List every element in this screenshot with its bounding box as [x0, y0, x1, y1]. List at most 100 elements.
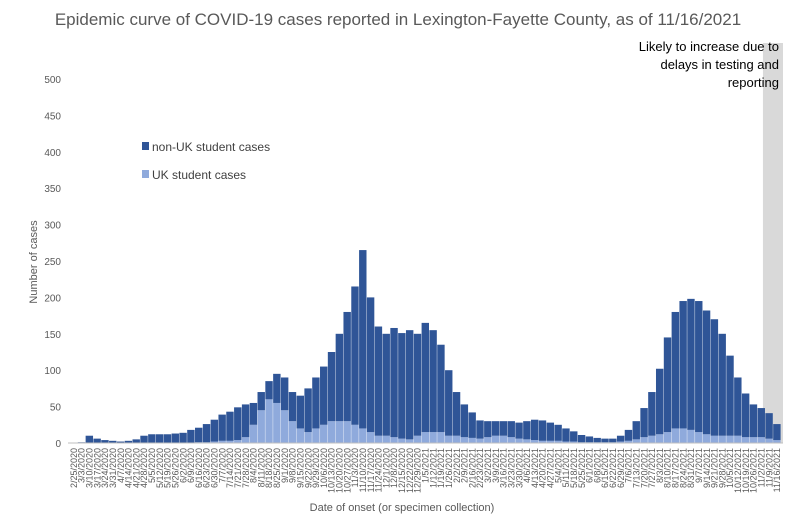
- x-tick-label: 1/26/2021: [444, 448, 454, 488]
- bar-uk-student: [429, 432, 437, 443]
- x-tick-label: 5/5/2020: [147, 448, 157, 483]
- x-tick-label: 8/31/2021: [686, 448, 696, 488]
- bar-uk-student: [234, 440, 242, 443]
- x-tick-label: 3/30/2021: [514, 448, 524, 488]
- bar-non-uk-student: [296, 395, 304, 429]
- bar-non-uk-student: [562, 428, 570, 442]
- bar-non-uk-student: [390, 327, 398, 438]
- x-tick-label: 5/4/2021: [553, 448, 563, 483]
- bar-non-uk-student: [343, 311, 351, 422]
- x-tick-label: 4/13/2021: [530, 448, 540, 488]
- x-tick-label: 5/25/2021: [577, 448, 587, 488]
- bar-non-uk-student: [523, 421, 531, 440]
- bar-uk-student: [241, 437, 250, 443]
- y-tick-label: 200: [44, 293, 61, 304]
- x-tick-label: 3/17/2020: [92, 448, 102, 488]
- legend-label-uk: UK student cases: [152, 168, 246, 182]
- bar-uk-student: [624, 440, 633, 443]
- x-tick-label: 3/3/2020: [77, 448, 87, 483]
- x-tick-label: 4/28/2020: [139, 448, 149, 488]
- x-tick-label: 11/24/2020: [374, 448, 384, 492]
- bar-non-uk-student: [413, 333, 422, 436]
- bar-uk-student: [210, 441, 219, 443]
- bar-uk-student: [265, 399, 273, 443]
- y-tick-label: 300: [44, 221, 61, 232]
- bar-uk-student: [413, 435, 422, 443]
- bar-non-uk-student: [320, 366, 328, 425]
- bar-non-uk-student: [679, 301, 687, 429]
- bar-non-uk-student: [499, 421, 508, 436]
- x-tick-label: 10/19/2021: [741, 448, 751, 493]
- bar-uk-student: [366, 432, 375, 443]
- x-tick-label: 11/16/2021: [772, 448, 782, 492]
- x-tick-label: 4/27/2021: [546, 448, 556, 488]
- x-tick-label: 3/16/2021: [499, 448, 509, 488]
- bar-non-uk-student: [241, 404, 250, 438]
- bar-non-uk-student: [687, 298, 695, 430]
- bar-uk-student: [484, 437, 492, 443]
- bar-uk-student: [679, 428, 687, 443]
- bar-non-uk-student: [530, 419, 539, 441]
- x-tick-label: 3/10/2020: [85, 448, 95, 488]
- x-tick-label: 6/16/2020: [194, 448, 204, 488]
- x-tick-label: 2/9/2021: [460, 448, 470, 483]
- x-tick-label: 5/11/2021: [561, 448, 571, 487]
- bar-uk-student: [280, 410, 289, 443]
- bar-non-uk-student: [312, 377, 320, 429]
- bar-uk-student: [640, 437, 648, 443]
- bar-non-uk-student: [421, 322, 430, 433]
- bar-non-uk-student: [195, 427, 203, 443]
- bar-non-uk-student: [148, 434, 156, 443]
- bar-non-uk-student: [695, 301, 703, 433]
- bar-non-uk-student: [249, 402, 258, 425]
- x-tick-label: 9/21/2021: [710, 448, 720, 488]
- bar-uk-student: [320, 424, 328, 443]
- bar-non-uk-student: [718, 333, 726, 436]
- bar-non-uk-student: [773, 424, 781, 441]
- note-line-3: reporting: [728, 75, 779, 90]
- y-tick-label: 100: [44, 366, 61, 377]
- bar-uk-student: [523, 439, 531, 443]
- x-tick-label: 8/11/2020: [256, 448, 266, 487]
- bar-uk-student: [530, 440, 539, 443]
- bar-uk-student: [468, 437, 476, 443]
- bar-uk-student: [398, 438, 406, 443]
- x-tick-label: 2/16/2021: [467, 448, 477, 488]
- bar-uk-student: [546, 440, 555, 443]
- bar-uk-student: [632, 439, 640, 443]
- bar-non-uk-student: [632, 421, 640, 440]
- bar-uk-student: [304, 432, 312, 443]
- bar-uk-student: [327, 421, 336, 443]
- x-tick-label: 6/23/2020: [202, 448, 212, 488]
- x-tick-label: 5/12/2020: [155, 448, 165, 488]
- bar-non-uk-student: [452, 392, 461, 436]
- bar-non-uk-student: [609, 438, 617, 443]
- bar-non-uk-student: [655, 368, 664, 435]
- x-tick-label: 1/12/2021: [428, 448, 438, 488]
- bar-non-uk-student: [187, 429, 195, 443]
- bar-non-uk-student: [405, 330, 414, 440]
- x-tick-label: 7/7/2020: [217, 448, 227, 483]
- x-tick-label: 10/26/2021: [749, 448, 759, 493]
- bar-non-uk-student: [577, 434, 586, 443]
- x-tick-label: 11/10/2020: [358, 448, 368, 492]
- bar-non-uk-student: [226, 411, 234, 441]
- bar-uk-student: [507, 437, 515, 443]
- x-tick-label: 6/29/2021: [616, 448, 626, 488]
- bar-non-uk-student: [546, 422, 555, 441]
- x-tick-label: 12/22/2020: [405, 448, 415, 493]
- bar-uk-student: [288, 421, 297, 443]
- x-tick-label: 8/3/2021: [655, 448, 665, 483]
- x-tick-label: 1/19/2021: [436, 448, 446, 488]
- bar-uk-student: [570, 441, 578, 443]
- x-tick-label: 5/18/2021: [569, 448, 579, 488]
- bar-uk-student: [405, 439, 414, 443]
- bar-non-uk-student: [585, 436, 594, 443]
- bar-non-uk-student: [491, 421, 500, 436]
- bar-uk-student: [710, 435, 719, 443]
- bar-uk-student: [648, 435, 656, 443]
- bar-uk-student: [663, 432, 672, 443]
- x-tick-label: 6/9/2020: [186, 448, 196, 483]
- x-tick-label: 1/5/2021: [421, 448, 431, 483]
